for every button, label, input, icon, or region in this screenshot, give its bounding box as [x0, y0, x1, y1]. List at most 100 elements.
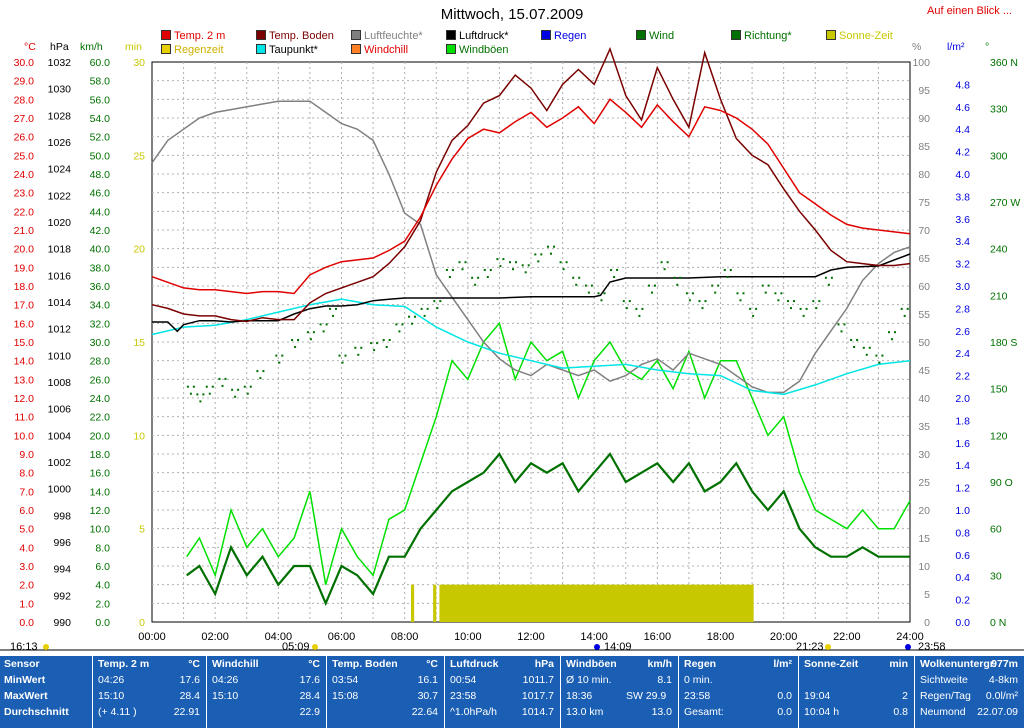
direction-point: [398, 330, 401, 333]
tick-label: 996: [53, 537, 71, 549]
tick-label: 75: [918, 197, 930, 209]
table-cell: Windböen: [566, 658, 617, 670]
table-col: Temp. Boden °C 03:54 16.1 15:08 30.7 22.64: [328, 656, 442, 728]
tick-label: 35: [918, 421, 930, 433]
table-divider: [914, 656, 915, 728]
direction-point: [739, 299, 742, 302]
table-cell-row: 19:04 2: [804, 690, 908, 705]
tick-label: 3.2: [955, 259, 970, 271]
table-cell: 0.0: [777, 690, 792, 702]
tick-label: 1016: [48, 270, 72, 282]
tick-label: 1030: [48, 84, 72, 96]
table-cell-row: Windchill °C: [212, 658, 320, 673]
tick-label: 15: [918, 533, 930, 545]
tick-label: 3.0: [955, 281, 970, 293]
tick-label: 0.6: [955, 550, 970, 562]
direction-point: [840, 330, 843, 333]
tick-label: 3.4: [955, 236, 970, 248]
table-col: Regen l/m² 0 min. 23:58 0.0 Gesamt: 0.0: [680, 656, 796, 728]
tick-label: 150: [990, 384, 1008, 396]
tick-label: 14.0: [90, 486, 111, 498]
tick-label: 80: [918, 169, 930, 181]
tick-label: 36.0: [90, 281, 111, 293]
series-line: [151, 46, 911, 323]
tick-label: 0.0: [95, 617, 110, 629]
table-row-label: Sensor: [4, 658, 40, 670]
tick-label: 10: [918, 561, 930, 573]
tick-label: 55: [918, 309, 930, 321]
direction-point: [638, 314, 641, 317]
direction-point: [357, 353, 360, 356]
table-cell-row: 15:10 28.4: [98, 690, 200, 705]
legend-item: Temp. Boden: [256, 30, 334, 42]
table-divider: [560, 656, 561, 728]
legend-swatch: [636, 30, 646, 40]
direction-point: [749, 307, 752, 310]
direction-point: [408, 315, 410, 318]
tick-label: 50.0: [90, 150, 111, 162]
table-cell: 22.91: [173, 706, 200, 718]
direction-point: [540, 253, 543, 256]
x-tick-label: 18:00: [707, 631, 735, 643]
tick-label: 5: [139, 524, 145, 536]
direction-point: [448, 276, 451, 278]
time-moonset: 23:58: [918, 641, 946, 653]
x-tick-label: 06:00: [328, 631, 356, 643]
overview-link[interactable]: Auf einen Blick ...: [927, 5, 1012, 17]
tick-label: 4.0: [955, 169, 970, 181]
tick-label: 8.0: [19, 468, 34, 480]
table-cell: 4-8km: [988, 674, 1018, 686]
direction-point: [881, 354, 884, 357]
time-marker: [43, 644, 49, 650]
direction-point: [648, 284, 650, 287]
x-tick-label: 14:00: [580, 631, 608, 643]
tick-label: 992: [53, 590, 71, 602]
tick-label: 1028: [48, 110, 72, 122]
direction-point: [211, 385, 214, 388]
direction-point: [332, 314, 334, 317]
axis-header: %: [912, 41, 921, 53]
table-col: Wolkenuntergr. 977m Sichtweite 4-8km Regen/T…: [916, 656, 1022, 728]
tick-label: 20.0: [14, 244, 35, 256]
table-cell: °C: [426, 658, 438, 670]
direction-point: [471, 276, 474, 279]
direction-point: [698, 300, 701, 303]
direction-point: [291, 339, 294, 341]
tick-label: 23.0: [14, 188, 35, 200]
direction-point: [755, 307, 758, 310]
table-cell: 13.0: [651, 706, 672, 718]
tick-label: 16.0: [90, 468, 111, 480]
legend-swatch: [161, 30, 171, 40]
tick-label: 4.0: [19, 542, 34, 554]
direction-point: [218, 377, 221, 380]
direction-point: [625, 307, 628, 310]
legend-item: Taupunkt*: [256, 44, 318, 56]
table-cell: 0 min.: [684, 674, 713, 686]
series-line: [186, 321, 911, 585]
direction-point: [205, 385, 208, 388]
direction-point: [309, 338, 312, 341]
direction-point: [613, 276, 616, 278]
direction-point: [376, 342, 379, 345]
direction-point: [344, 354, 347, 357]
axis-header: °C: [24, 41, 36, 53]
direction-point: [559, 261, 562, 264]
direction-point: [850, 339, 853, 341]
tick-label: 90: [918, 113, 930, 125]
table-cell: 15:10: [212, 690, 239, 702]
tick-label: 998: [53, 510, 71, 522]
tick-label: 210: [990, 290, 1008, 302]
direction-point: [509, 261, 511, 264]
table-cell: 16.1: [417, 674, 438, 686]
tick-label: 19.0: [14, 262, 35, 274]
table-cell-row: 10:04 h 0.8: [804, 706, 908, 721]
tick-label: 52.0: [90, 132, 111, 144]
table-row-label: MaxWert: [4, 690, 48, 702]
direction-point: [837, 323, 840, 326]
direction-point: [234, 395, 237, 398]
tick-label: 2.0: [955, 393, 970, 405]
tick-label: 3.8: [955, 191, 970, 203]
legend-label: Wind: [649, 30, 675, 42]
direction-point: [458, 261, 461, 264]
table-cell: °C: [308, 658, 320, 670]
